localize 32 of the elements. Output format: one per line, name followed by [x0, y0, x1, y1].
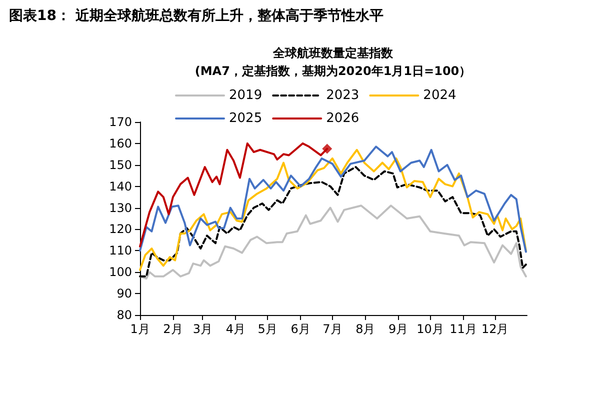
- x-tick-label: 11月: [450, 322, 477, 336]
- x-tick-label: 9月: [388, 322, 408, 336]
- x-tick-label: 12月: [481, 322, 509, 336]
- chart-title: 图表18： 近期全球航班总数有所上升，整体高于季节性水平: [9, 7, 384, 24]
- y-tick-label: 110: [109, 244, 132, 258]
- legend-label: 2025: [229, 111, 262, 126]
- x-tick-label: 7月: [322, 322, 342, 336]
- x-tick-label: 1月: [130, 322, 150, 336]
- y-tick-label: 90: [116, 286, 132, 301]
- line-series: [139, 146, 527, 253]
- line-series: [139, 204, 527, 280]
- legend-label: 2019: [229, 88, 262, 103]
- y-tick-label: 130: [109, 200, 132, 215]
- x-tick-label: 3月: [192, 322, 213, 336]
- legend-label: 2026: [326, 111, 360, 126]
- x-tick-label: 10月: [416, 322, 444, 336]
- y-tick-label: 140: [109, 179, 132, 194]
- y-tick-label: 150: [109, 158, 132, 172]
- y-tick-label: 120: [109, 222, 132, 236]
- x-tick-label: 2月: [163, 322, 183, 336]
- chart-subtitle: 全球航班数量定基指数 (MA7，定基指数，基期为2020年1月1日=100）: [194, 46, 472, 78]
- y-tick-label: 160: [109, 136, 132, 150]
- legend-label: 2024: [423, 88, 456, 103]
- y-tick-label: 80: [116, 308, 132, 322]
- line-series: [139, 148, 527, 271]
- y-tick-label: 100: [109, 265, 132, 280]
- x-tick-label: 8月: [356, 322, 376, 336]
- x-tick-label: 6月: [290, 322, 310, 336]
- y-tick-label: 170: [109, 115, 132, 129]
- x-tick-label: 4月: [226, 322, 246, 336]
- legend-label: 2023: [326, 88, 360, 103]
- x-tick-label: 5月: [258, 322, 278, 336]
